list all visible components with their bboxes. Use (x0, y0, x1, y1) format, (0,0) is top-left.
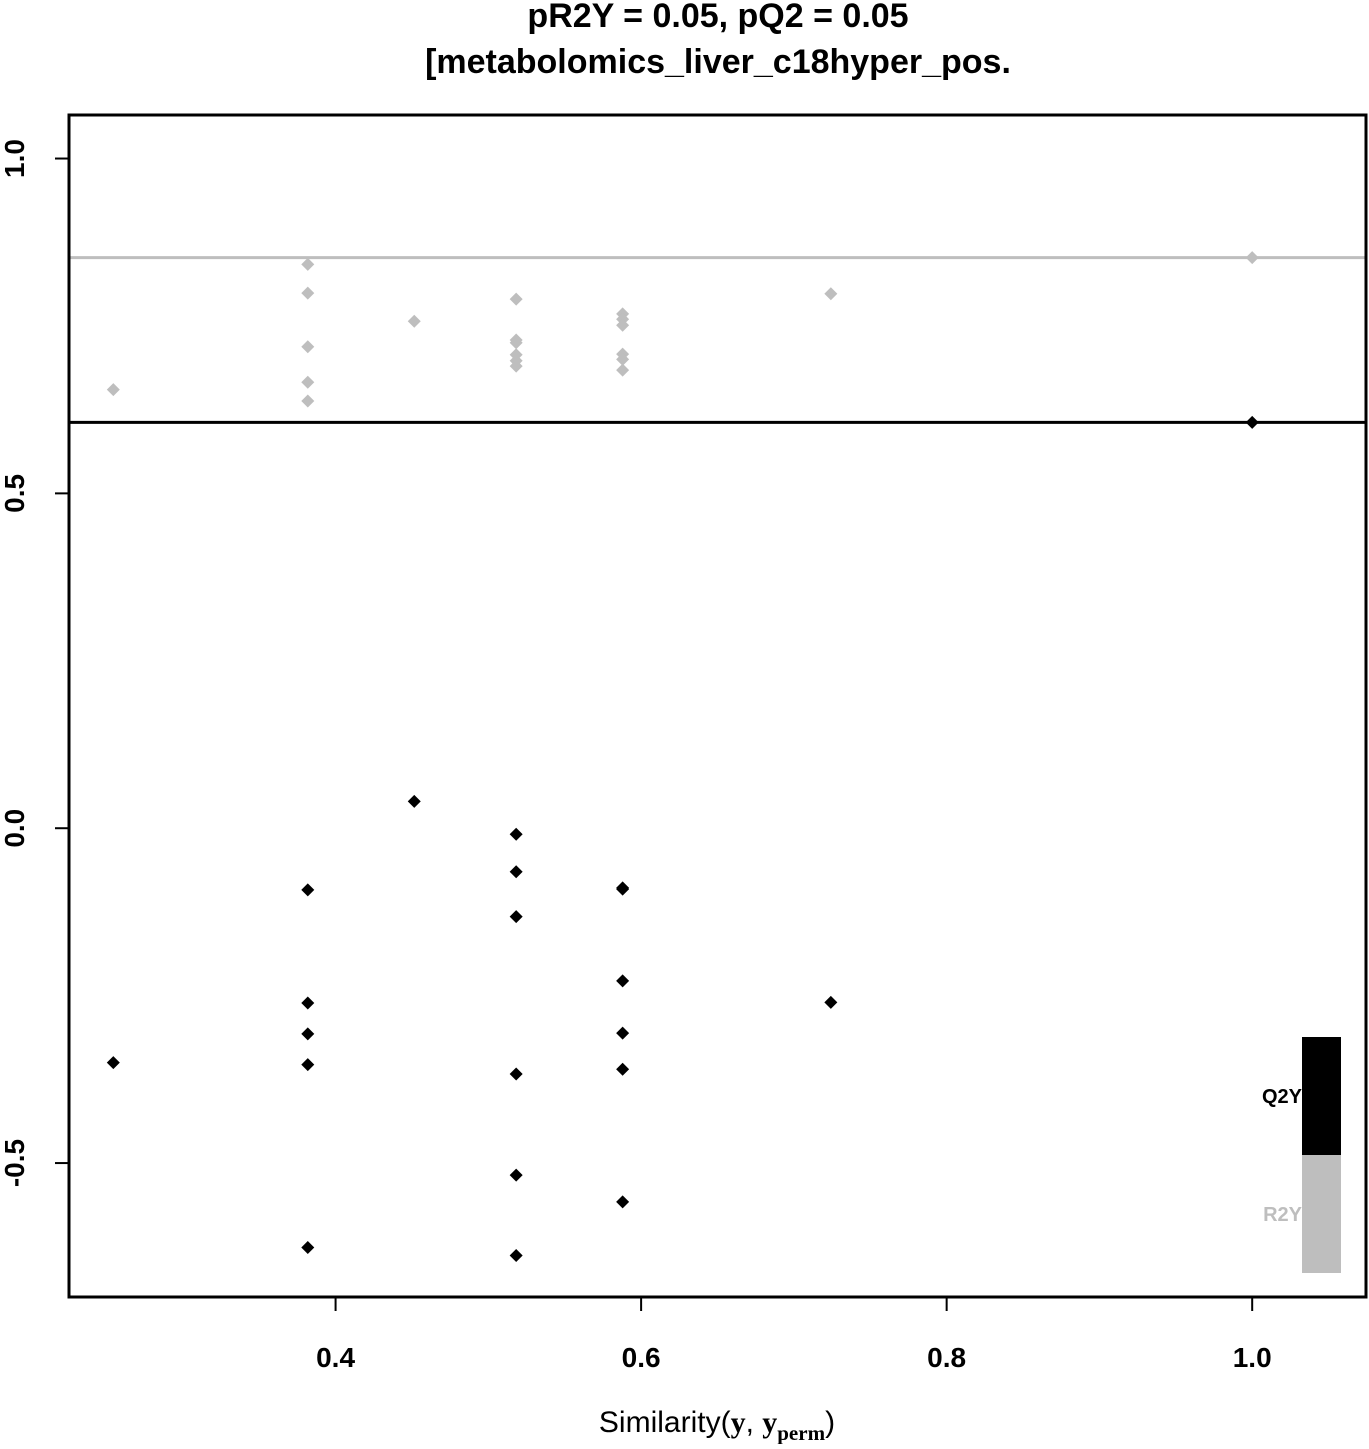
y-tick-label: 0.0 (0, 809, 30, 848)
r2y-point (407, 314, 421, 328)
x-tick-label: 0.4 (316, 1342, 355, 1373)
r2y-point (301, 340, 315, 354)
q2y-point (301, 1058, 315, 1072)
q2y-point (301, 1027, 315, 1041)
r2y-point (106, 383, 120, 397)
x-axis-label-comma: , (746, 1406, 763, 1439)
x-tick-label: 0.8 (927, 1342, 966, 1373)
x-axis-label-suffix: ) (825, 1406, 835, 1439)
x-tick-label: 1.0 (1233, 1342, 1272, 1373)
x-axis-label-subscript: perm (777, 1421, 825, 1444)
r2y-point (616, 352, 630, 366)
q2y-point (509, 1067, 523, 1081)
q2y-point (616, 974, 630, 988)
y-axis: -0.5 0.0 0.5 1.0 (0, 139, 69, 1187)
q2y-point (616, 882, 630, 896)
r2y-point (509, 292, 523, 306)
x-axis: 0.4 0.6 0.8 1.0 (316, 1297, 1272, 1373)
chart-title-line-1: pR2Y = 0.05, pQ2 = 0.05 (527, 0, 908, 35)
r2y-point (301, 257, 315, 271)
q2y-point (616, 1026, 630, 1040)
r2y-point (616, 363, 630, 377)
q2y-point (407, 794, 421, 808)
q2y-point (616, 1195, 630, 1209)
q2y-point (824, 995, 838, 1009)
r2y-point (301, 394, 315, 408)
x-axis-label: Similarity(y, yperm) (599, 1406, 835, 1444)
x-axis-label-prefix: Similarity( (599, 1406, 731, 1439)
x-tick-label: 0.6 (622, 1342, 661, 1373)
q2y-point (616, 1062, 630, 1076)
r2y-point (616, 318, 630, 332)
q2y-point (301, 883, 315, 897)
r2y-point (1245, 251, 1259, 265)
q2y-point (1245, 415, 1259, 429)
legend-swatch-q2y (1302, 1037, 1341, 1155)
legend: Q2Y R2Y (1262, 1037, 1341, 1273)
r2y-point (824, 287, 838, 301)
r2y-point (509, 336, 523, 350)
data-points (106, 251, 1259, 1262)
q2y-point (509, 1248, 523, 1262)
r2y-point (301, 286, 315, 300)
x-axis-label-y: y (731, 1406, 746, 1439)
q2y-point (509, 910, 523, 924)
q2y-point (509, 865, 523, 879)
legend-label-q2y: Q2Y (1262, 1086, 1303, 1108)
r2y-point (509, 359, 523, 373)
reference-lines (69, 256, 1366, 424)
legend-label-r2y: R2Y (1263, 1204, 1303, 1226)
q2y-point (509, 1168, 523, 1182)
q2y-point (301, 996, 315, 1010)
r2y-point (301, 375, 315, 389)
chart-title-line-2: [metabolomics_liver_c18hyper_pos. (425, 43, 1011, 81)
x-axis-label-y-perm: y (762, 1406, 777, 1439)
q2y-point (301, 1240, 315, 1254)
plot-frame (67, 113, 1368, 1299)
q2y-point (509, 827, 523, 841)
y-tick-label: 1.0 (0, 139, 30, 178)
y-tick-label: -0.5 (0, 1139, 30, 1187)
y-tick-label: 0.5 (0, 474, 30, 513)
legend-swatch-r2y (1302, 1155, 1341, 1273)
q2y-point (106, 1056, 120, 1070)
